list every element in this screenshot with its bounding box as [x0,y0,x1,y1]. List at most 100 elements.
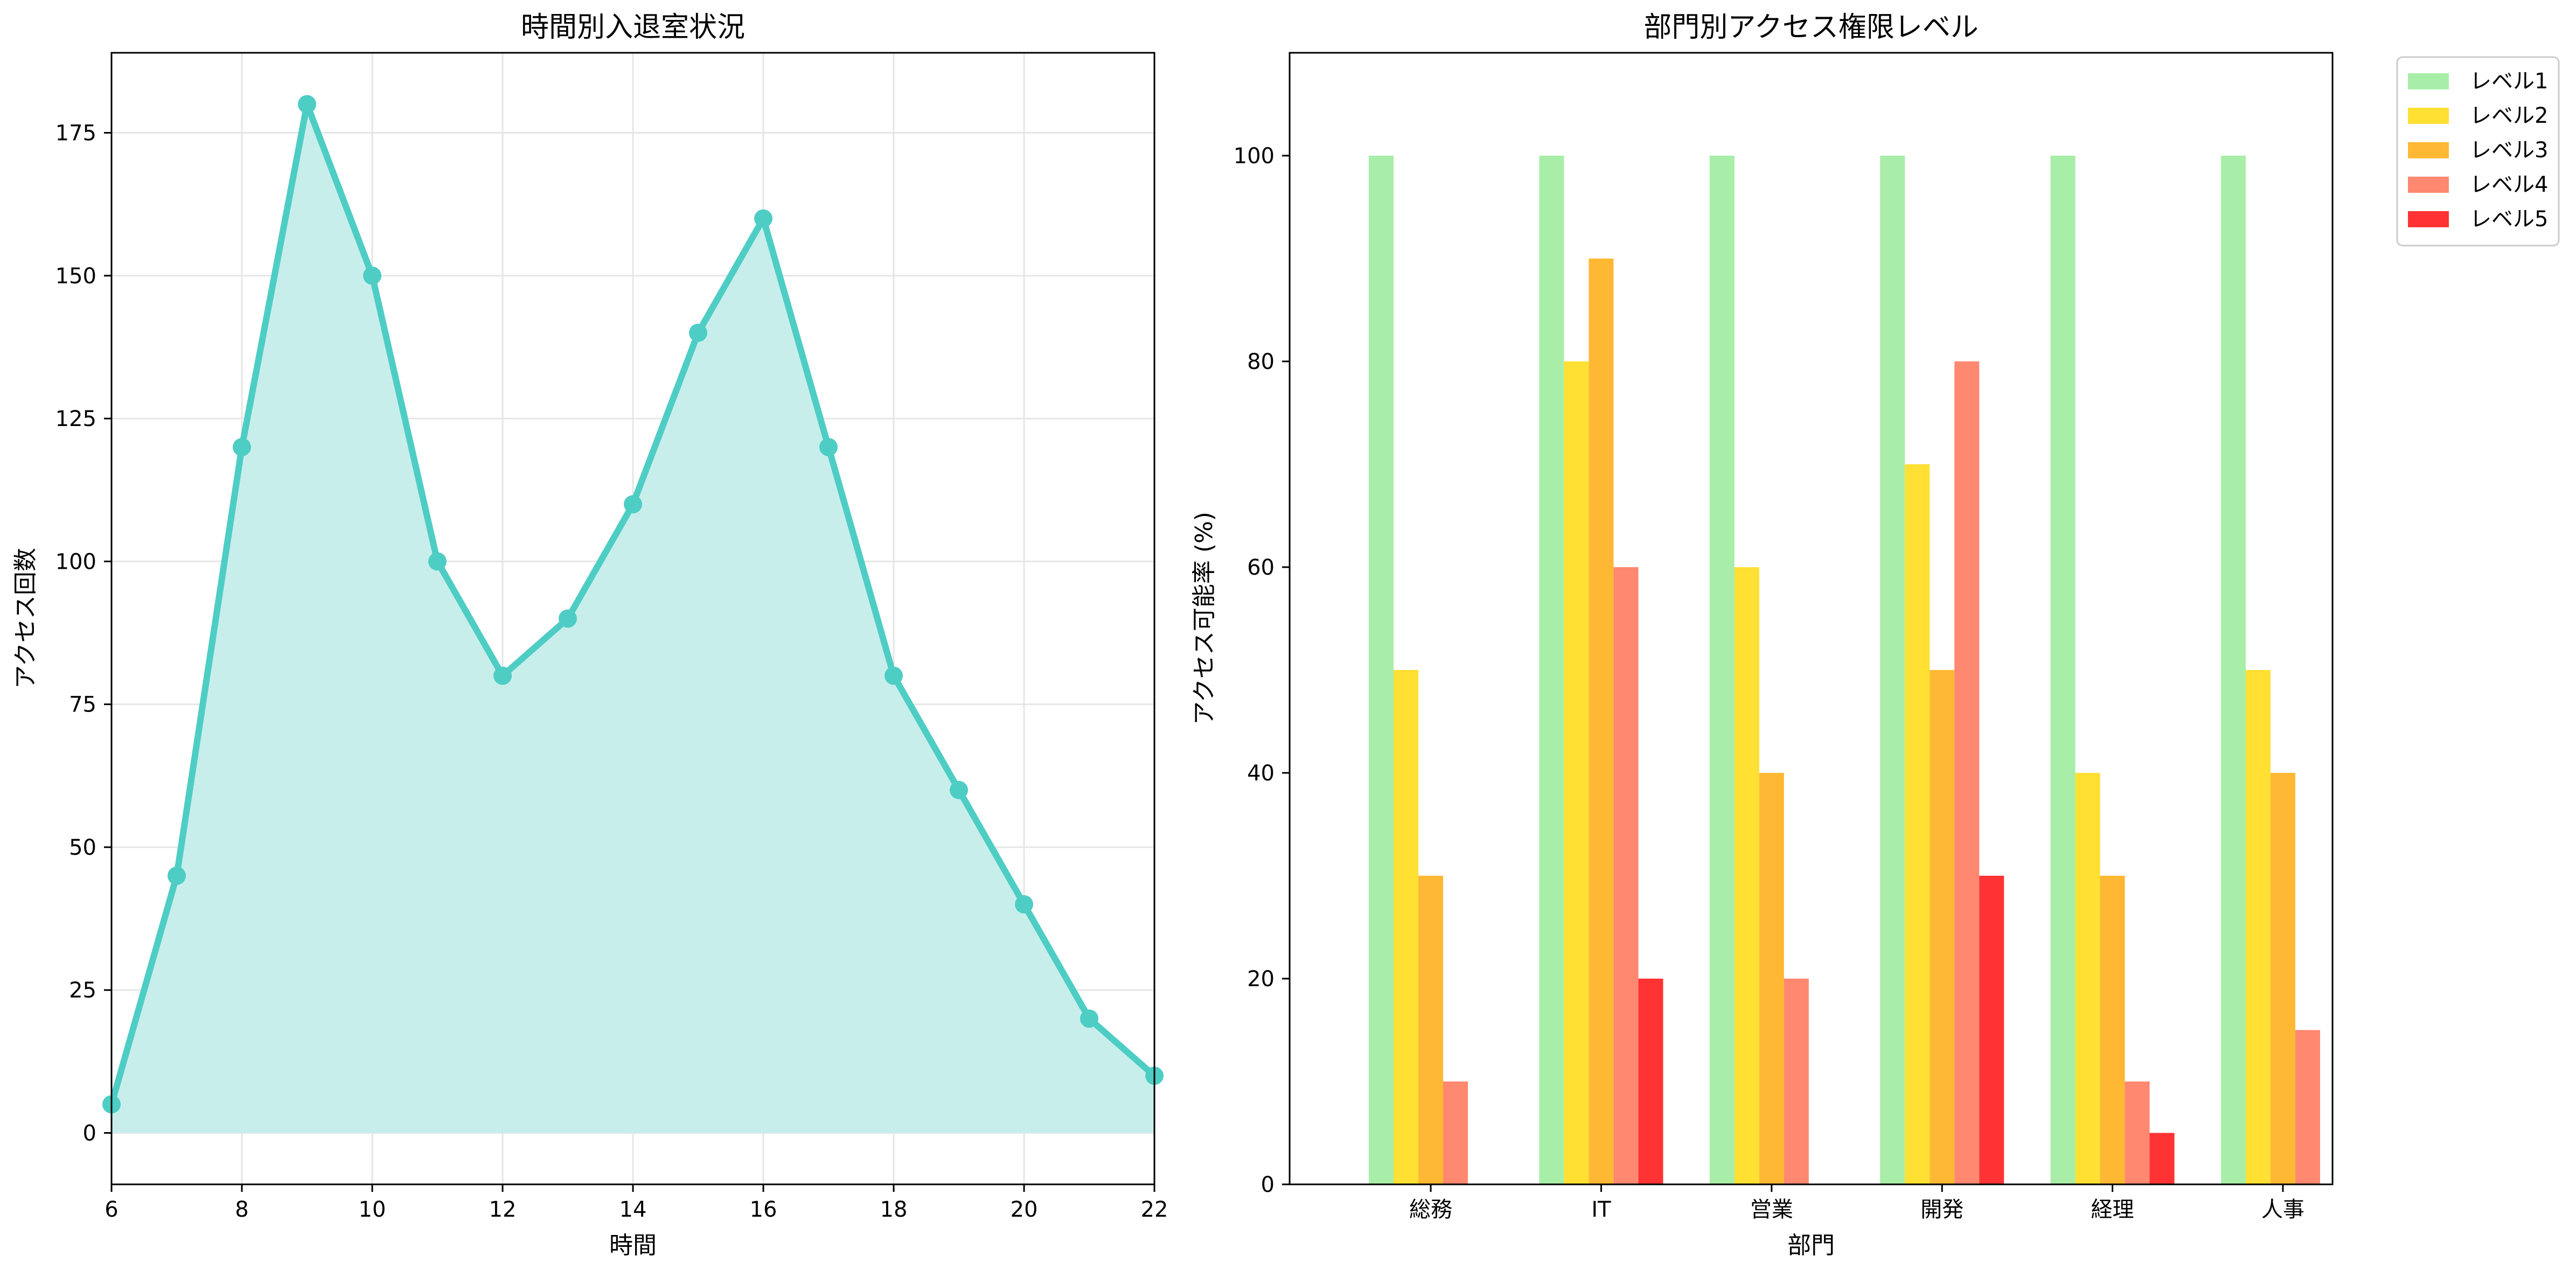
bar [1709,156,1735,1184]
left-data-point [233,438,251,457]
bar [1418,876,1443,1184]
left-y-tick-label: 50 [69,835,96,860]
bar [2050,156,2076,1184]
hourly-access-chart: 6 8 10 12 14 16 18 20 22 0 25 50 75 100 125 150 175 時間別入… [12,11,1168,1259]
legend: レベル1 レベル2 レベル3 レベル4 レベル5 [2396,56,2560,247]
right-y-axis-label: アクセス可能率 (%) [1190,512,1218,725]
legend-label: レベル3 [2470,138,2548,163]
left-y-tick-label: 100 [55,549,96,574]
legend-swatch [2408,177,2449,193]
left-data-point [624,495,642,514]
left-area-fill [112,104,1154,1133]
legend-swatch [2408,142,2449,158]
left-x-tick-label: 6 [105,1197,118,1222]
bar [2295,1030,2320,1184]
left-data-point [819,438,838,457]
left-data-point [689,323,707,342]
right-x-tick-label: 人事 [2261,1197,2305,1222]
left-y-tick-label: 75 [69,693,96,717]
left-series-layer [102,95,1164,1133]
left-data-point [1015,895,1033,914]
left-data-point [363,266,381,285]
left-x-tick-label: 14 [619,1197,647,1222]
right-y-tick-label: 40 [1247,761,1275,786]
right-axes: 総務 IT 営業 開発 経理 人事 0 20 40 60 80 100 [1234,144,2305,1222]
right-x-axis-label: 部門 [1787,1232,1835,1259]
left-x-tick-label: 10 [359,1197,386,1222]
left-data-point [950,780,968,799]
left-x-axis-label: 時間 [609,1232,657,1259]
legend-box [2396,56,2560,247]
left-data-point [493,666,512,685]
left-x-tick-label: 20 [1011,1197,1038,1222]
legend-swatch [2408,108,2449,124]
right-y-tick-label: 20 [1247,967,1275,992]
right-y-tick-label: 0 [1261,1173,1275,1197]
bar [1905,464,1930,1184]
bar [1930,670,1955,1184]
bar [1443,1081,1468,1184]
right-bars-layer [1369,156,2320,1184]
bar [1613,567,1639,1184]
bar [2220,156,2246,1184]
left-y-axis-label: アクセス回数 [12,548,39,689]
left-data-point [885,666,903,685]
bar [2075,773,2100,1184]
right-y-tick-label: 80 [1247,350,1275,374]
bar [2270,773,2295,1184]
legend-label: レベル4 [2470,172,2548,197]
left-y-tick-label: 150 [55,264,96,289]
right-y-tick-label: 100 [1234,144,1275,169]
right-x-tick-label: 営業 [1750,1197,1793,1222]
legend-label: レベル2 [2470,103,2548,128]
left-data-point [168,867,186,885]
right-plot-frame [1289,52,2334,1185]
bar [1784,979,1809,1184]
left-chart-title: 時間別入退室状況 [521,11,745,44]
left-data-point [428,552,447,571]
bar [2245,670,2271,1184]
left-axes: 6 8 10 12 14 16 18 20 22 0 25 50 75 100 125 150 175 [55,121,1168,1222]
legend-label: レベル5 [2470,207,2548,232]
left-x-tick-label: 22 [1141,1197,1168,1222]
bar [1369,156,1394,1184]
left-x-tick-label: 8 [235,1197,248,1222]
bar [1954,361,1980,1184]
bar [1979,876,2004,1184]
right-chart-title: 部門別アクセス権限レベル [1644,11,1978,44]
right-x-tick-label: 総務 [1409,1197,1452,1222]
left-data-point [298,95,316,114]
bar [1638,979,1663,1184]
left-y-tick-label: 25 [69,978,96,1003]
bar [1880,156,1905,1184]
left-data-point [754,209,772,228]
left-x-tick-label: 18 [880,1197,908,1222]
legend-swatch [2408,211,2449,227]
bar [1564,361,1589,1184]
bar [1734,567,1759,1184]
bar [2149,1133,2175,1184]
left-y-tick-label: 0 [83,1121,96,1146]
legend-swatch [2408,73,2449,89]
left-x-tick-label: 12 [489,1197,517,1222]
right-x-tick-label: 経理 [2091,1197,2134,1222]
left-x-tick-label: 16 [750,1197,777,1222]
bar [2125,1081,2150,1184]
department-access-chart: 総務 IT 営業 開発 経理 人事 0 20 40 60 80 100 部門別アクセス権限レベル 部門… [1190,11,2334,1259]
right-x-tick-label: IT [1591,1197,1611,1222]
legend-items: レベル1 レベル2 レベル3 レベル4 レベル5 [2408,69,2548,232]
right-plot-area [1290,53,2333,1184]
left-y-tick-label: 125 [55,407,96,431]
right-x-tick-label: 開発 [1920,1197,1964,1222]
right-y-tick-label: 60 [1247,555,1275,580]
bar [1394,670,1418,1184]
left-data-point [1080,1009,1098,1028]
bar [2100,876,2125,1184]
left-y-tick-label: 175 [55,121,96,146]
bar [1539,156,1564,1184]
left-data-point [559,609,577,628]
legend-label: レベル1 [2470,69,2548,94]
bar [1589,259,1614,1184]
bar [1759,773,1784,1184]
